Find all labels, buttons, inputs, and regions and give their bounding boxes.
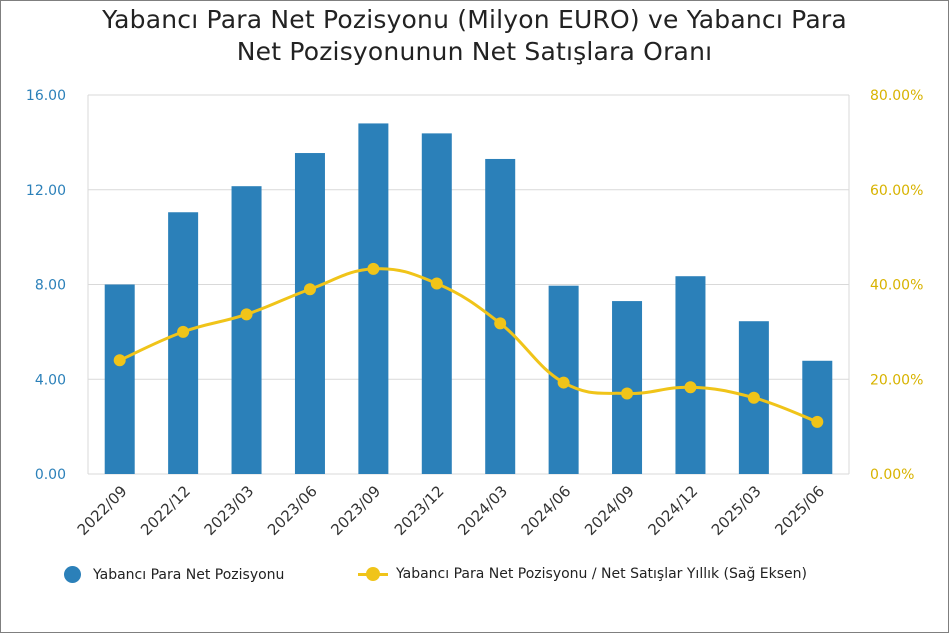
chart-title-line-1: Yabancı Para Net Pozisyonu (Milyon EURO)… <box>102 5 847 34</box>
line-point <box>621 387 634 400</box>
bar <box>294 153 325 475</box>
bar <box>104 284 135 474</box>
x-tick-label: 2025/03 <box>708 482 765 539</box>
x-tick-label: 2022/09 <box>74 482 131 539</box>
line-point <box>240 308 253 321</box>
right-tick-label: 20.00% <box>870 372 923 388</box>
chart-title-line-2: Net Pozisyonunun Net Satışlara Oranı <box>236 37 713 66</box>
line-point <box>494 317 507 330</box>
line-point <box>367 262 380 275</box>
bar <box>358 123 389 475</box>
left-tick-label: 0.00 <box>35 467 66 483</box>
line-point <box>430 277 443 290</box>
line-series <box>113 262 824 428</box>
left-tick-label: 4.00 <box>35 372 66 388</box>
x-axis-ticks: 2022/09 2022/12 2023/03 2023/06 2023/09 2023/… <box>74 482 828 539</box>
right-axis-ticks: 0.00% 20.00% 40.00% 60.00% 80.00% <box>870 88 923 483</box>
chart-title: Yabancı Para Net Pozisyonu (Milyon EURO)… <box>0 4 949 68</box>
legend-bar-swatch <box>64 566 81 583</box>
x-tick-label: 2024/09 <box>581 482 638 539</box>
legend-line-label: Yabancı Para Net Pozisyonu / Net Satışla… <box>396 566 808 582</box>
legend-line-swatch <box>358 566 388 582</box>
right-tick-label: 60.00% <box>870 183 923 199</box>
left-tick-label: 12.00 <box>26 183 66 199</box>
bar <box>168 212 199 475</box>
left-tick-label: 16.00 <box>26 88 66 104</box>
x-tick-label: 2024/12 <box>644 482 701 539</box>
x-tick-label: 2024/06 <box>518 482 575 539</box>
line-point <box>557 376 570 389</box>
x-tick-label: 2025/06 <box>771 482 828 539</box>
line-point <box>811 415 824 428</box>
x-tick-label: 2024/03 <box>454 482 511 539</box>
line-point <box>747 391 760 404</box>
right-tick-label: 40.00% <box>870 278 923 294</box>
x-tick-label: 2023/06 <box>264 482 321 539</box>
x-tick-label: 2023/03 <box>201 482 258 539</box>
left-tick-label: 8.00 <box>35 278 66 294</box>
bar <box>231 186 262 474</box>
right-tick-label: 80.00% <box>870 88 923 104</box>
x-tick-label: 2023/12 <box>391 482 448 539</box>
series-line <box>119 267 818 424</box>
line-point <box>303 283 316 296</box>
bar <box>421 133 452 474</box>
legend-item-bar[interactable]: Yabancı Para Net Pozisyonu <box>64 566 284 583</box>
x-tick-label: 2022/12 <box>137 482 194 539</box>
bar <box>675 276 706 474</box>
line-point <box>113 354 126 367</box>
legend: Yabancı Para Net Pozisyonu Yabancı Para … <box>0 566 949 590</box>
right-tick-label: 0.00% <box>870 467 914 483</box>
line-point <box>684 381 697 394</box>
gridlines <box>87 94 850 475</box>
left-axis-ticks: 0.00 4.00 8.00 12.00 16.00 <box>26 88 66 483</box>
legend-bar-label: Yabancı Para Net Pozisyonu <box>93 566 285 583</box>
legend-item-line[interactable]: Yabancı Para Net Pozisyonu / Net Satışla… <box>358 566 807 582</box>
bar-series <box>104 123 833 475</box>
line-point <box>177 325 190 338</box>
x-tick-label: 2023/09 <box>327 482 384 539</box>
